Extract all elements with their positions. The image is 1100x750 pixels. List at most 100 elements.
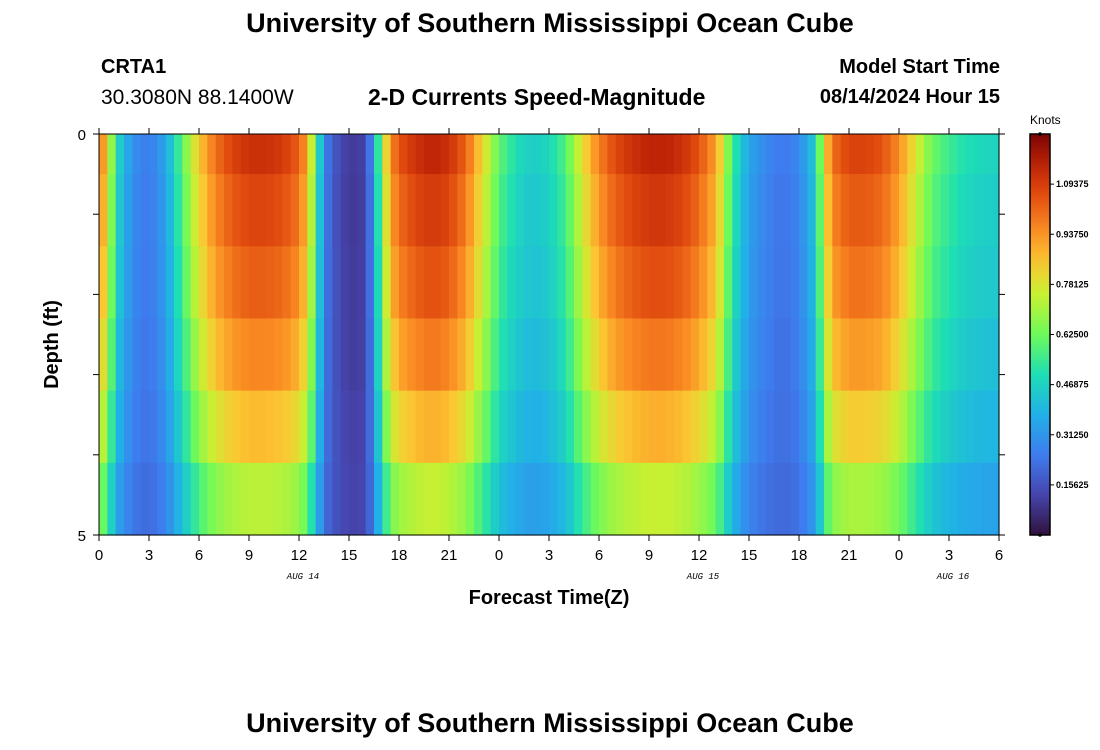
heatmap-cell bbox=[799, 318, 808, 392]
heatmap-cell bbox=[565, 134, 575, 175]
heatmap-cell bbox=[499, 390, 508, 464]
heatmap-cell bbox=[707, 318, 717, 392]
heatmap-cell bbox=[415, 390, 425, 464]
colorbar: Knots 0.15625 0.31250 0.46875 0.62500 0.7812… bbox=[1029, 113, 1089, 537]
heatmap-cell bbox=[957, 246, 967, 320]
heatmap-cell bbox=[549, 318, 558, 392]
heatmap-cell bbox=[332, 134, 342, 175]
heatmap-cell bbox=[174, 390, 183, 464]
heatmap-cell bbox=[907, 390, 917, 464]
heatmap-cell bbox=[590, 246, 600, 320]
heatmap-cell bbox=[215, 246, 225, 320]
heatmap-cell bbox=[290, 390, 300, 464]
heatmap-cell bbox=[607, 318, 617, 392]
heatmap-cell bbox=[699, 246, 708, 320]
heatmap-cell bbox=[99, 462, 108, 536]
heatmap-cell bbox=[390, 246, 400, 320]
heatmap-cell bbox=[432, 134, 442, 175]
heatmap-cell bbox=[332, 462, 342, 536]
heatmap-cell bbox=[115, 174, 125, 247]
heatmap-cell bbox=[774, 462, 783, 536]
heatmap-cell bbox=[765, 174, 775, 247]
heatmap-cell bbox=[640, 246, 650, 320]
heatmap-cell bbox=[724, 390, 733, 464]
heatmap-cell bbox=[290, 174, 300, 247]
heatmap-cell bbox=[565, 462, 575, 536]
heatmap-cell bbox=[590, 174, 600, 247]
heatmap-cell bbox=[790, 390, 800, 464]
heatmap-cell bbox=[374, 390, 383, 464]
heatmap-cell bbox=[790, 246, 800, 320]
heatmap-cell bbox=[190, 134, 200, 175]
heatmap-cell bbox=[499, 318, 508, 392]
heatmap-cell bbox=[849, 462, 858, 536]
x-tick-label: 9 bbox=[645, 547, 653, 564]
heatmap-cell bbox=[324, 462, 333, 536]
x-tick-label: 3 bbox=[145, 547, 153, 564]
heatmap-cell bbox=[440, 246, 450, 320]
heatmap-cell bbox=[399, 390, 408, 464]
heatmap-cell bbox=[540, 318, 550, 392]
heatmap-cell bbox=[840, 246, 850, 320]
heatmap-cell bbox=[582, 134, 592, 175]
heatmap-cell bbox=[924, 246, 933, 320]
heatmap-cell bbox=[274, 318, 283, 392]
heatmap-cell bbox=[649, 174, 658, 247]
heatmap-cell bbox=[340, 246, 350, 320]
heatmap-cell bbox=[899, 462, 908, 536]
heatmap-cell bbox=[982, 390, 992, 464]
heatmap-cell bbox=[640, 462, 650, 536]
heatmap-cell bbox=[690, 246, 700, 320]
heatmap-cell bbox=[107, 390, 117, 464]
heatmap-cell bbox=[832, 462, 842, 536]
heatmap-cell bbox=[215, 134, 225, 175]
heatmap-cell bbox=[832, 134, 842, 175]
heatmap-cell bbox=[724, 134, 733, 175]
heatmap-cell bbox=[232, 318, 242, 392]
heatmap-cell bbox=[890, 134, 900, 175]
heatmap-cell bbox=[140, 134, 150, 175]
heatmap-cell bbox=[665, 134, 675, 175]
heatmap-cell bbox=[274, 246, 283, 320]
heatmap-cell bbox=[432, 462, 442, 536]
heatmap-cell bbox=[932, 134, 942, 175]
heatmap-cell bbox=[624, 134, 633, 175]
heatmap-cell bbox=[740, 390, 750, 464]
heatmap-cell bbox=[640, 390, 650, 464]
heatmap-cell bbox=[132, 318, 142, 392]
heatmap-cell bbox=[224, 462, 233, 536]
heatmap-cell bbox=[157, 134, 167, 175]
heatmap-cell bbox=[224, 246, 233, 320]
heatmap-cell bbox=[99, 134, 108, 175]
heatmap-cell bbox=[824, 174, 833, 247]
heatmap-cell bbox=[249, 246, 258, 320]
heatmap-cell bbox=[474, 462, 483, 536]
heatmap-cell bbox=[299, 462, 308, 536]
heatmap-cell bbox=[407, 462, 417, 536]
heatmap-cell bbox=[790, 318, 800, 392]
heatmap-cell bbox=[157, 390, 167, 464]
heatmap-cell bbox=[215, 462, 225, 536]
heatmap-cell bbox=[415, 318, 425, 392]
heatmap-cell bbox=[315, 174, 325, 247]
heatmap-cell bbox=[882, 246, 892, 320]
heatmap-cell bbox=[599, 174, 608, 247]
heatmap-cell bbox=[324, 174, 333, 247]
heatmap-cell bbox=[490, 390, 500, 464]
heatmap-cell bbox=[732, 462, 742, 536]
heatmap-cell bbox=[624, 318, 633, 392]
heatmap-cell bbox=[940, 462, 950, 536]
heatmap-cell bbox=[499, 174, 508, 247]
heatmap-cell bbox=[574, 318, 583, 392]
heatmap-cell bbox=[532, 134, 542, 175]
heatmap-cell bbox=[715, 390, 725, 464]
heatmap-cell bbox=[382, 462, 392, 536]
heatmap-cell bbox=[407, 390, 417, 464]
heatmap-cell bbox=[899, 174, 908, 247]
heatmap-cell bbox=[199, 134, 208, 175]
heatmap-cell bbox=[315, 318, 325, 392]
heatmap-cell bbox=[990, 174, 1000, 247]
heatmap-cell bbox=[232, 390, 242, 464]
heatmap-cell bbox=[449, 390, 458, 464]
heatmap-cell bbox=[457, 318, 467, 392]
